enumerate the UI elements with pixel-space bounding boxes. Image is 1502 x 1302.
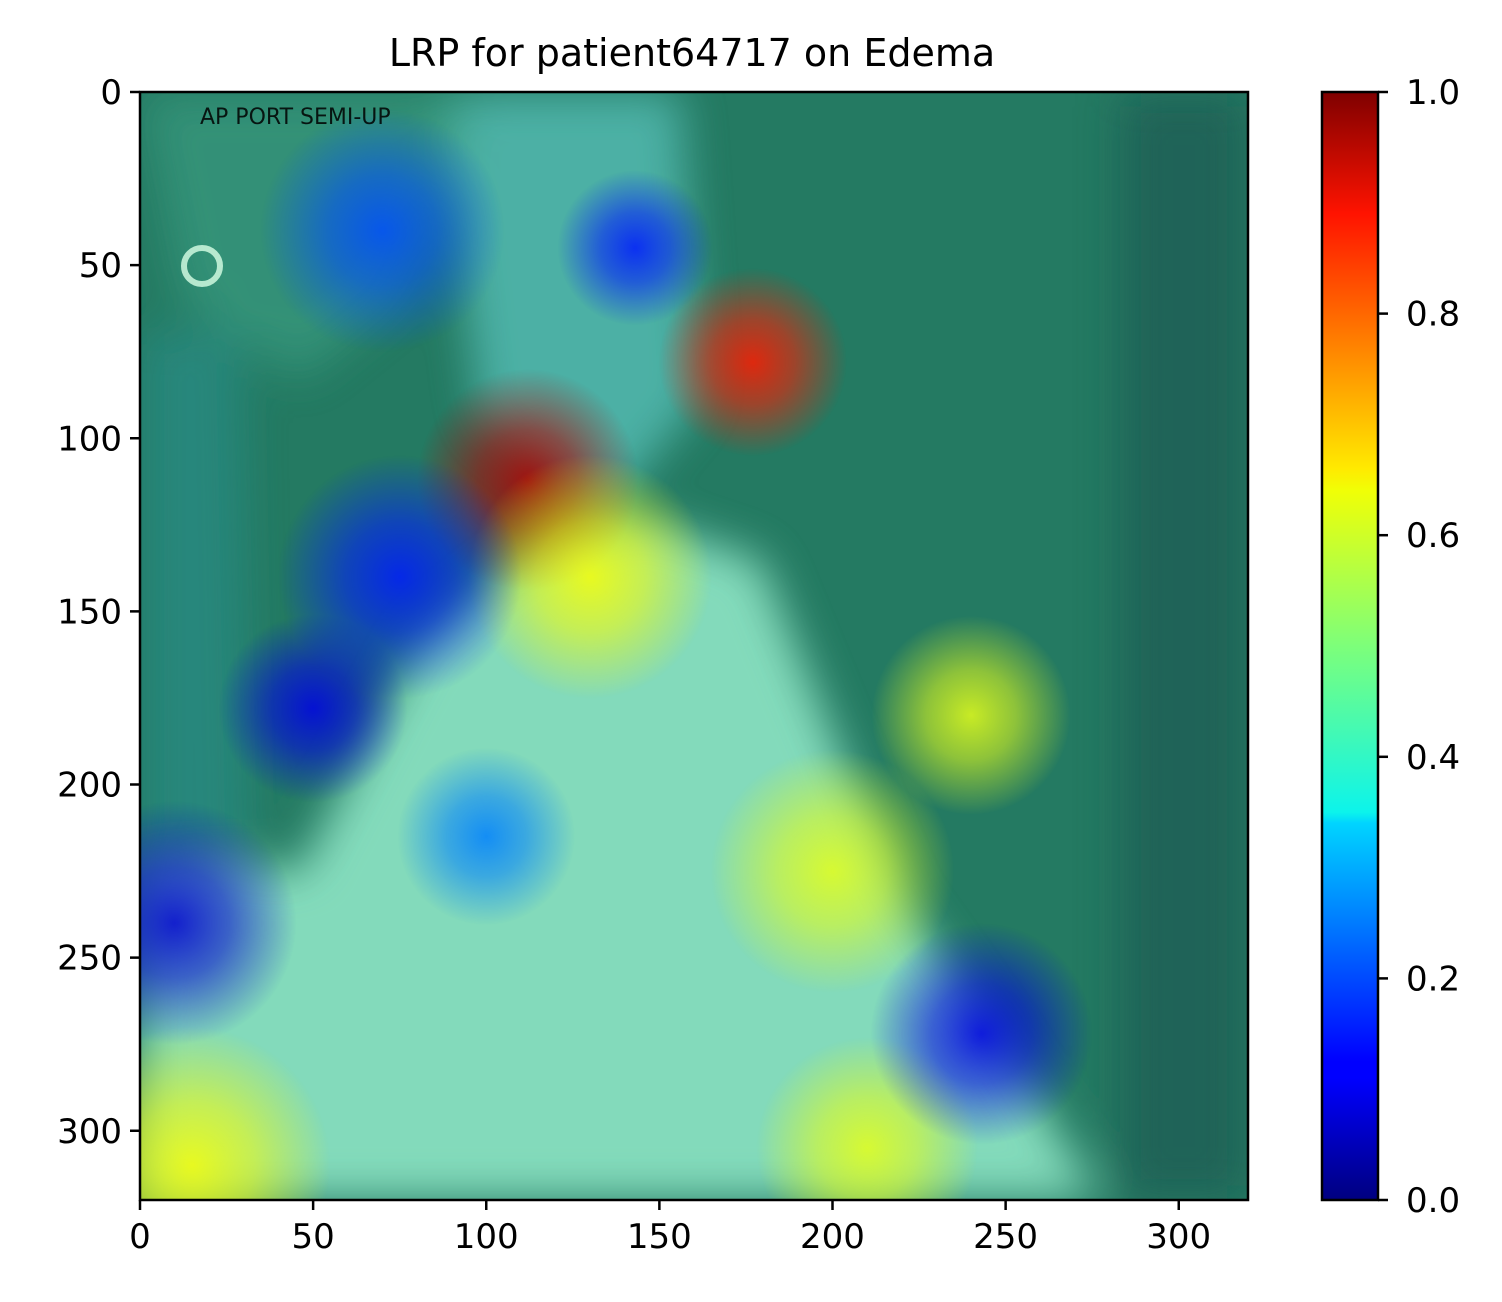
y-tick-label: 200: [57, 766, 122, 806]
y-tick-label: 250: [57, 939, 122, 979]
heatmap-area: AP PORT SEMI-UP: [140, 92, 1248, 1200]
colorbar-tick-label: 0.6: [1406, 516, 1460, 556]
colorbar-tick-label: 1.0: [1406, 73, 1460, 113]
xray-annotation: AP PORT SEMI-UP: [200, 105, 391, 130]
relevance-hotspot: [260, 108, 505, 353]
x-tick-label: 0: [129, 1217, 151, 1257]
x-tick-label: 300: [1146, 1217, 1211, 1257]
relevance-hotspot: [870, 923, 1093, 1145]
relevance-hotspot: [468, 454, 713, 699]
hotspot-layer: [140, 108, 1093, 1200]
y-tick-label: 150: [57, 592, 122, 632]
relevance-hotspot: [140, 801, 297, 1045]
colorbar-tick-label: 0.2: [1406, 959, 1460, 999]
y-tick-label: 50: [79, 246, 122, 286]
x-tick-label: 150: [627, 1217, 692, 1257]
colorbar-tick-label: 0.4: [1406, 738, 1460, 778]
relevance-hotspot: [277, 454, 522, 699]
x-tick-label: 100: [454, 1217, 519, 1257]
x-tick-label: 50: [291, 1217, 334, 1257]
y-axis: 0 50 100 150 200 250 300: [57, 73, 140, 1152]
y-tick-label: 0: [100, 73, 122, 113]
x-tick-label: 200: [800, 1217, 865, 1257]
relevance-hotspot: [557, 170, 713, 326]
relevance-hotspot: [658, 267, 848, 457]
x-axis: 0 50 100 150 200 250 300: [129, 1200, 1211, 1257]
plot-frame: [138, 90, 1250, 1202]
relevance-hotspot: [397, 747, 575, 926]
relevance-hotspot: [140, 1026, 331, 1200]
y-tick-label: 100: [57, 419, 122, 459]
colorbar-tick-label: 0.8: [1406, 295, 1460, 335]
colorbar-tick-label: 0.0: [1406, 1181, 1460, 1221]
colorbar-axis: 0.0 0.2 0.4 0.6 0.8 1.0: [1378, 73, 1460, 1221]
chart-title: LRP for patient64717 on Edema: [389, 31, 995, 75]
y-tick-label: 300: [57, 1112, 122, 1152]
relevance-hotspot: [710, 749, 955, 993]
xray-marker: [181, 245, 223, 287]
relevance-hotspot: [871, 615, 1071, 815]
colorbar: [1320, 90, 1380, 1202]
x-tick-label: 250: [973, 1217, 1038, 1257]
